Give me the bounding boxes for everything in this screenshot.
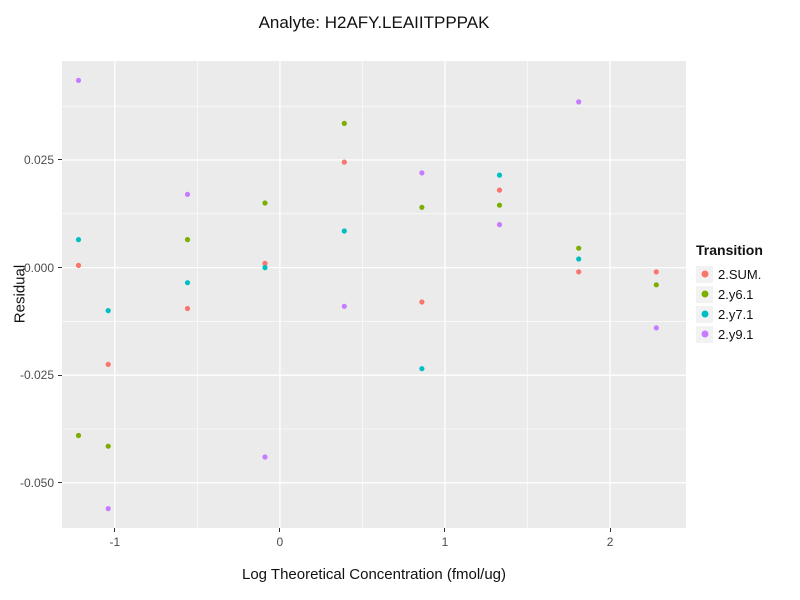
data-point — [653, 282, 659, 288]
data-point — [653, 325, 659, 331]
legend-dot-icon — [701, 290, 708, 298]
plot-panel — [62, 61, 686, 528]
y-tick-mark — [58, 482, 62, 484]
data-point — [262, 454, 268, 460]
legend-key — [696, 305, 713, 323]
data-point — [75, 237, 82, 243]
data-point — [184, 280, 191, 286]
legend-dot-icon — [701, 330, 708, 338]
legend-entry-label: 2.y6.1 — [718, 286, 754, 302]
data-point — [576, 269, 582, 275]
legend-dot-icon — [701, 270, 708, 278]
x-axis-label: Log Theoretical Concentration (fmol/ug) — [241, 566, 507, 583]
data-point — [576, 99, 582, 105]
data-point — [184, 237, 191, 243]
legend-entry-label: 2.y9.1 — [718, 326, 754, 342]
data-point — [262, 260, 268, 266]
y-tick-mark — [58, 267, 62, 269]
data-point — [419, 299, 425, 305]
y-tick-label: -0.025 — [19, 368, 54, 383]
x-tick-label: 2 — [606, 535, 614, 549]
data-point — [496, 172, 503, 178]
data-point — [496, 202, 503, 208]
data-point — [184, 191, 191, 197]
data-point — [75, 262, 82, 268]
data-point — [496, 187, 503, 193]
data-point — [419, 204, 425, 210]
data-point — [105, 308, 111, 314]
data-point — [75, 77, 82, 83]
data-point — [576, 245, 582, 251]
x-tick-label: -1 — [109, 535, 121, 549]
legend-title: Transition — [696, 242, 763, 258]
legend-dot-icon — [701, 310, 708, 318]
data-point — [341, 303, 347, 309]
data-point — [341, 228, 347, 234]
plot-canvas — [62, 61, 686, 528]
x-tick-label: 1 — [441, 535, 449, 549]
data-point — [496, 222, 503, 228]
legend-entry: 2.y9.1 — [696, 324, 763, 344]
data-point — [184, 305, 191, 312]
y-tick-mark — [58, 159, 62, 161]
legend-key — [696, 265, 713, 283]
legend-entry: 2.SUM. — [696, 264, 763, 284]
x-tick-label: 0 — [276, 535, 284, 549]
data-point — [419, 366, 425, 372]
legend-entry: 2.y6.1 — [696, 284, 763, 304]
data-point — [576, 256, 582, 262]
y-tick-label: 0.000 — [23, 260, 54, 275]
y-tick-label: -0.050 — [19, 475, 54, 490]
legend: Transition 2.SUM. 2.y6.1 2.y7.1 2.y9.1 — [696, 242, 763, 344]
data-point — [105, 506, 111, 512]
x-tick-mark — [444, 528, 446, 532]
data-point — [75, 432, 82, 439]
y-tick-mark — [58, 374, 62, 376]
y-tick-label: 0.025 — [23, 152, 54, 167]
chart-title: Analyte: H2AFY.LEAIITPPPAK — [258, 13, 490, 32]
data-point — [262, 200, 268, 206]
legend-entry: 2.y7.1 — [696, 304, 763, 324]
x-tick-mark — [114, 528, 116, 532]
data-point — [262, 265, 268, 271]
legend-entry-label: 2.SUM. — [718, 266, 762, 282]
legend-key — [696, 325, 713, 343]
x-tick-mark — [609, 528, 611, 532]
legend-key — [696, 285, 713, 303]
data-point — [341, 159, 347, 165]
legend-entry-label: 2.y7.1 — [718, 306, 754, 322]
data-point — [341, 120, 347, 126]
data-point — [653, 269, 659, 275]
data-point — [419, 170, 425, 176]
x-tick-mark — [279, 528, 281, 532]
legend-entries: 2.SUM. 2.y6.1 2.y7.1 2.y9.1 — [696, 264, 763, 344]
data-point — [105, 443, 111, 449]
data-point — [105, 361, 111, 367]
